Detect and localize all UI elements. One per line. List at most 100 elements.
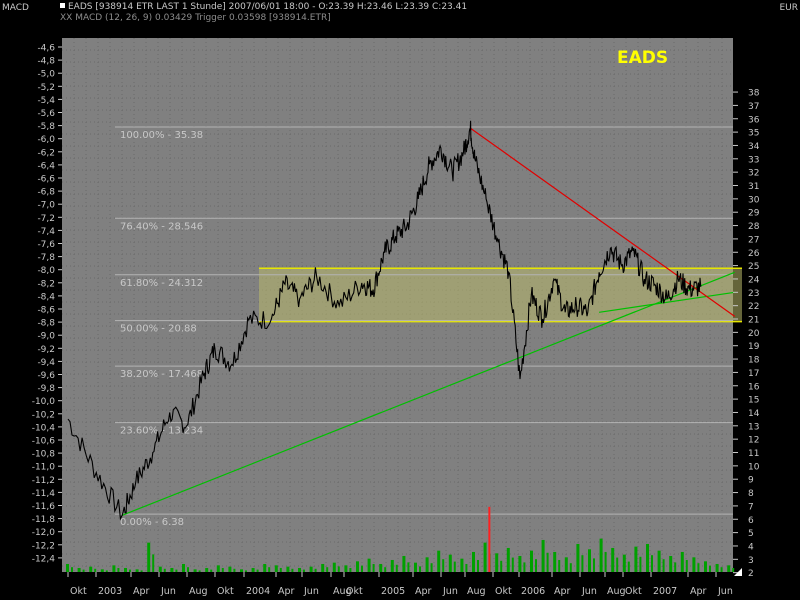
volume-bar bbox=[569, 563, 572, 572]
right-axis-label: 24 bbox=[748, 275, 760, 285]
left-axis-label: -5,6 bbox=[37, 109, 55, 119]
fib-label: 50.00% - 20.88 bbox=[120, 324, 197, 335]
volume-bar bbox=[163, 568, 166, 572]
volume-bar bbox=[379, 563, 383, 572]
volume-bar bbox=[465, 563, 468, 572]
volume-bar bbox=[646, 543, 649, 572]
volume-bar bbox=[530, 550, 533, 572]
volume-bar bbox=[518, 555, 522, 572]
volume-bar bbox=[627, 561, 630, 572]
volume-bar bbox=[704, 561, 707, 572]
left-axis-label: -5,8 bbox=[37, 122, 55, 132]
volume-bar bbox=[506, 547, 510, 572]
fib-label: 38.20% - 17.468 bbox=[120, 369, 203, 380]
left-axis-label: -6,8 bbox=[37, 188, 55, 198]
time-axis-label: Aug bbox=[607, 586, 626, 597]
volume-bar bbox=[651, 555, 653, 572]
fib-label: 100.00% - 35.38 bbox=[120, 130, 203, 141]
volume-bar bbox=[669, 555, 673, 572]
volume-bar bbox=[187, 567, 189, 572]
right-axis-label: 36 bbox=[748, 115, 760, 125]
volume-bar bbox=[720, 567, 723, 572]
volume-bar bbox=[541, 539, 545, 572]
volume-bar bbox=[709, 565, 711, 572]
time-axis-label: Jun bbox=[160, 586, 176, 597]
volume-bar bbox=[332, 562, 336, 572]
left-axis-label: -10,0 bbox=[32, 397, 56, 407]
volume-bar bbox=[372, 563, 375, 572]
time-axis-label: Aug bbox=[189, 586, 208, 597]
volume-bar bbox=[697, 563, 700, 572]
right-axis-label: 20 bbox=[748, 329, 760, 339]
time-axis-label: Apr bbox=[690, 586, 707, 597]
left-axis-label: -10,2 bbox=[32, 410, 55, 420]
volume-bar bbox=[616, 557, 619, 572]
resize-grip-icon[interactable] bbox=[734, 568, 742, 576]
volume-bar bbox=[210, 569, 213, 572]
time-axis-label: 2005 bbox=[381, 586, 405, 597]
right-axis-label: 31 bbox=[748, 182, 759, 192]
left-axis-label: -8,0 bbox=[37, 266, 55, 276]
time-axis-label: Okt bbox=[495, 586, 512, 597]
consolidation-zone bbox=[259, 267, 742, 323]
left-axis-label: -8,8 bbox=[37, 319, 55, 329]
volume-bar bbox=[245, 570, 247, 572]
volume-bar bbox=[535, 559, 537, 572]
left-axis-label: -4,6 bbox=[37, 44, 55, 54]
volume-bar bbox=[634, 546, 638, 572]
volume-bar bbox=[437, 550, 441, 572]
volume-bar bbox=[483, 542, 487, 572]
right-axis-label: 19 bbox=[748, 342, 760, 352]
price-series bbox=[67, 120, 702, 521]
right-axis-label: 26 bbox=[748, 249, 760, 259]
right-axis-label: 33 bbox=[748, 155, 759, 165]
volume-bar bbox=[460, 558, 464, 572]
time-axis-label: 2003 bbox=[98, 586, 122, 597]
volume-bar bbox=[495, 553, 499, 572]
volume-bar bbox=[576, 543, 580, 572]
right-axis-label: 8 bbox=[748, 489, 754, 499]
volume-bar bbox=[77, 567, 81, 572]
fib-label: 61.80% - 24.312 bbox=[120, 278, 203, 289]
volume-bar bbox=[384, 567, 387, 572]
volume-bar bbox=[453, 561, 456, 572]
volume-bar bbox=[611, 547, 615, 572]
volume-bar bbox=[321, 563, 325, 572]
volume-bar bbox=[732, 567, 735, 572]
time-axis-label: Jun bbox=[303, 586, 319, 597]
left-axis-label: -9,8 bbox=[37, 384, 55, 394]
time-axis-label: 2006 bbox=[521, 586, 545, 597]
fib-label: 0.00% - 6.38 bbox=[120, 517, 184, 528]
left-axis-label: -10,6 bbox=[32, 437, 56, 447]
volume-bar bbox=[361, 565, 363, 572]
volume-bar bbox=[581, 555, 584, 572]
left-axis-label: -12,0 bbox=[32, 528, 56, 538]
volume-bar bbox=[124, 567, 127, 572]
time-axis-label: Okt bbox=[346, 586, 363, 597]
time-axis-label: Apr bbox=[415, 586, 432, 597]
right-axis-label: 14 bbox=[748, 409, 760, 419]
right-axis-label: 16 bbox=[748, 382, 760, 392]
right-axis-label: 34 bbox=[748, 142, 760, 152]
left-axis-label: -11,8 bbox=[32, 515, 56, 525]
right-axis-label: 27 bbox=[748, 235, 759, 245]
volume-bar bbox=[727, 565, 731, 572]
volume-bar bbox=[558, 559, 561, 572]
volume-bar bbox=[182, 563, 185, 572]
volume-bar bbox=[430, 563, 433, 572]
left-axis-label: -8,4 bbox=[37, 292, 55, 302]
volume-spike-bar bbox=[488, 506, 491, 572]
volume-bars bbox=[66, 506, 735, 572]
volume-bar bbox=[674, 562, 677, 572]
volume-bar bbox=[685, 559, 688, 572]
left-axis-label: -11,6 bbox=[32, 502, 56, 512]
volume-bar bbox=[472, 551, 475, 572]
zone-fill bbox=[259, 268, 742, 322]
left-axis-label: -6,0 bbox=[37, 135, 55, 145]
volume-bar bbox=[82, 569, 85, 572]
volume-bar bbox=[419, 566, 421, 572]
volume-bar bbox=[715, 563, 719, 572]
volume-bar bbox=[251, 567, 255, 572]
volume-bar bbox=[604, 551, 607, 572]
right-axis: 3837363534333231302928272625242322212019… bbox=[733, 89, 760, 579]
